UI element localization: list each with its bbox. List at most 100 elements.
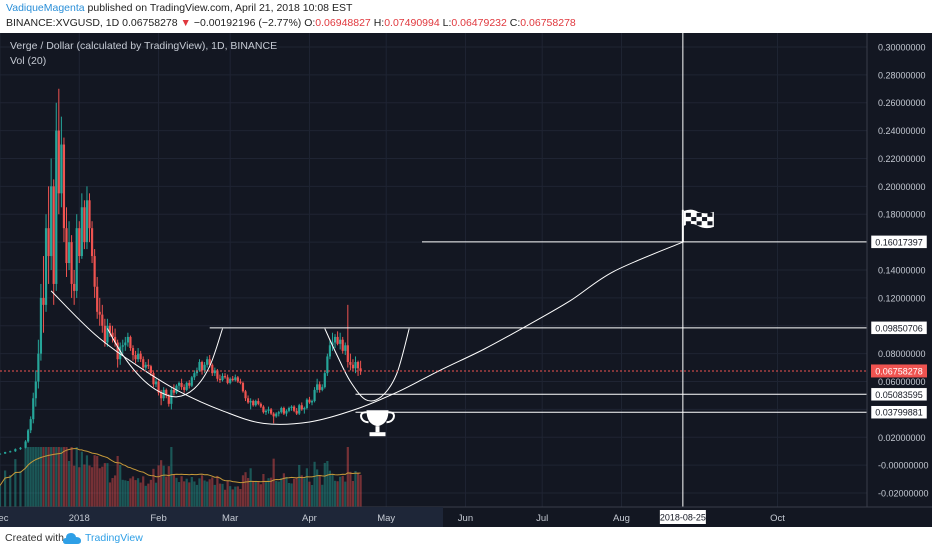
volume-bar bbox=[88, 465, 91, 507]
volume-bar bbox=[108, 482, 112, 507]
level-label-box bbox=[870, 321, 928, 335]
volume-bar bbox=[121, 479, 124, 507]
flag-check bbox=[696, 212, 702, 217]
candle-body bbox=[111, 332, 114, 337]
candle-body bbox=[213, 370, 216, 374]
flag-check bbox=[685, 221, 691, 226]
candle-body bbox=[193, 373, 196, 378]
candle-body bbox=[157, 381, 160, 393]
price-chart[interactable]: 0.30000000 0.28000000 0.26000000 0.24000000… bbox=[0, 33, 932, 527]
price-tick-label: 0.08000000 bbox=[878, 349, 926, 359]
annotations[interactable] bbox=[50, 209, 867, 437]
volume-bar bbox=[67, 461, 71, 507]
volume-bar bbox=[285, 477, 288, 507]
candle-body bbox=[57, 130, 60, 194]
author-link[interactable]: VadiqueMagenta bbox=[6, 2, 85, 14]
volume-bar bbox=[308, 481, 311, 507]
candle-body bbox=[108, 325, 112, 333]
candle-body bbox=[351, 364, 355, 369]
candle-body bbox=[113, 336, 117, 343]
flag-check bbox=[691, 217, 697, 222]
candle-body bbox=[339, 339, 342, 344]
volume-bar bbox=[180, 476, 183, 507]
level-label-box bbox=[870, 405, 928, 419]
crosshair-date-box bbox=[659, 510, 706, 524]
flag-check bbox=[707, 221, 713, 226]
volume-bar bbox=[216, 475, 219, 507]
candle-body bbox=[269, 409, 273, 414]
volume-bar bbox=[9, 475, 12, 507]
candle-body bbox=[305, 399, 309, 409]
time-tick-label: Jul bbox=[536, 513, 548, 524]
volume-bar bbox=[14, 459, 17, 507]
price-tick-label: 0.24000000 bbox=[878, 126, 926, 136]
volume-bar bbox=[188, 482, 191, 507]
volume-bar bbox=[185, 478, 188, 507]
volume-bar bbox=[183, 481, 186, 507]
volume-bar bbox=[331, 474, 334, 507]
volume-bar bbox=[234, 486, 237, 507]
candle-body bbox=[195, 370, 199, 374]
candle-body bbox=[134, 355, 137, 360]
candle-body bbox=[139, 353, 142, 360]
volume-bar bbox=[323, 462, 326, 507]
low-label: L: bbox=[442, 17, 452, 29]
candle-body bbox=[165, 389, 168, 396]
time-tick-label: Mar bbox=[222, 513, 238, 524]
candle-body bbox=[313, 389, 316, 402]
time-tick-label: May bbox=[377, 513, 395, 524]
volume-bar bbox=[29, 447, 32, 507]
candle-body bbox=[183, 387, 186, 390]
candle-body bbox=[218, 378, 222, 381]
candle-body bbox=[88, 200, 91, 229]
price-axis[interactable] bbox=[867, 33, 932, 507]
candle-body bbox=[180, 382, 183, 388]
volume-bar bbox=[106, 463, 109, 507]
volume-bar bbox=[231, 489, 234, 507]
volume-bar bbox=[295, 477, 298, 507]
candle-body bbox=[249, 401, 252, 403]
volume-bar bbox=[50, 447, 53, 507]
volume-bar bbox=[275, 481, 278, 507]
change-arrow-icon: ▼ bbox=[180, 17, 191, 29]
volume-bar bbox=[0, 485, 2, 507]
candle-body bbox=[131, 348, 135, 356]
volume-bar bbox=[177, 482, 181, 507]
volume-bar bbox=[346, 447, 349, 507]
volume-bar bbox=[218, 483, 222, 507]
candle-body bbox=[27, 430, 30, 442]
flag-cloth bbox=[683, 209, 714, 229]
candle-body bbox=[354, 362, 357, 369]
candles bbox=[0, 88, 362, 455]
cup-curve bbox=[324, 328, 410, 402]
candle-body bbox=[55, 130, 58, 284]
trophy-handle bbox=[360, 411, 369, 424]
candle-body bbox=[137, 353, 140, 360]
volume-bar bbox=[103, 463, 106, 507]
candle-body bbox=[331, 342, 334, 346]
volume-bar bbox=[175, 477, 178, 507]
crosshair-date-label: 2018-08-25 bbox=[660, 513, 706, 523]
candle-body bbox=[167, 395, 170, 404]
volume-bar bbox=[93, 455, 96, 507]
price-axis-level-labels: 0.16017397 0.09850706 0.05083595 0.03799881… bbox=[870, 235, 928, 419]
chart-background bbox=[0, 33, 932, 527]
volume-bar bbox=[4, 470, 7, 507]
time-tick-label: Dec bbox=[0, 513, 9, 524]
candle-body bbox=[29, 419, 32, 431]
volume-bar bbox=[152, 468, 155, 507]
volume-bar bbox=[221, 483, 224, 507]
tradingview-link[interactable]: TradingView bbox=[85, 532, 143, 544]
volume-bar bbox=[113, 475, 117, 507]
volume-bar bbox=[129, 478, 132, 507]
volume-bar bbox=[162, 465, 165, 507]
volume-bar bbox=[116, 456, 119, 507]
open-label: O: bbox=[304, 17, 316, 29]
flag-check bbox=[707, 212, 713, 217]
price-tick-label: 0.12000000 bbox=[878, 293, 926, 303]
trophy-cup bbox=[366, 410, 389, 427]
candle-body bbox=[149, 366, 152, 374]
trophy-icon bbox=[360, 410, 395, 437]
level-label-text: 0.03799881 bbox=[875, 408, 923, 418]
volume-bar bbox=[172, 474, 176, 507]
